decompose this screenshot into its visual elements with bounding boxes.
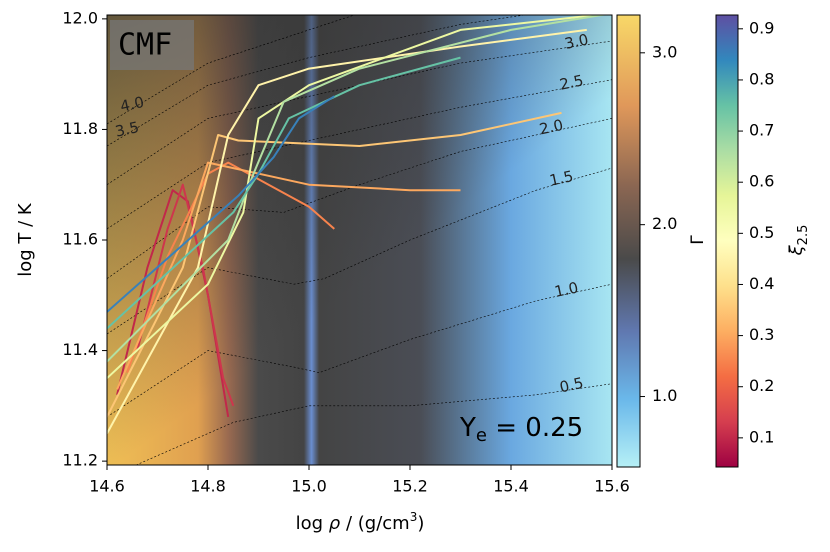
xi-label-part: ξ [786, 244, 807, 256]
contour-label: 1.0 [553, 278, 580, 301]
x-tick-label: 15.4 [493, 477, 529, 496]
label-box [110, 20, 194, 70]
x-tick-label: 15.6 [594, 477, 630, 496]
colorbar-tick-label: 0.7 [749, 121, 774, 140]
colorbar-tick-label: 0.3 [749, 325, 774, 344]
contour-line [107, 40, 612, 185]
x-label-part: log [296, 513, 329, 534]
contour-line [135, 383, 612, 465]
trajectory [107, 111, 562, 418]
x-axis-label: log ρ / (g/cm3) [296, 510, 425, 535]
trajectory [107, 95, 335, 313]
contour-label: 1.5 [548, 167, 575, 190]
x-tick-label: 15.2 [392, 477, 428, 496]
contour-line [107, 283, 612, 418]
trajectory [116, 161, 461, 390]
xi-colorbar [715, 14, 739, 468]
x-tick-label: 14.6 [89, 477, 125, 496]
colorbar-tick-label: 2.0 [652, 214, 677, 233]
contour-line [107, 79, 612, 230]
x-label-part: 3 [410, 510, 418, 524]
y-tick-label: 11.4 [62, 340, 98, 359]
colorbar-tick-label: 0.4 [749, 274, 774, 293]
x-tick-label: 14.8 [190, 477, 226, 496]
annotation-sub: e [476, 425, 487, 446]
trajectory [107, 28, 587, 434]
contour-label: 2.0 [538, 116, 565, 139]
x-label-part: ) [417, 513, 424, 534]
xi-label-part: 2.5 [796, 225, 811, 246]
colorbar-tick-label: 0.6 [749, 172, 774, 191]
contour-line [107, 167, 612, 335]
contour-line [107, 118, 612, 279]
contour-label: 3.5 [114, 118, 141, 141]
y-tick-label: 12.0 [62, 8, 98, 27]
y-axis-label: log T / K [15, 202, 36, 277]
colorbar-tick-label: 0.1 [749, 427, 774, 446]
box-label: CMF [118, 28, 172, 63]
trajectory [107, 15, 606, 379]
x-label-part: ρ [329, 513, 341, 534]
x-label-part: / (g/cm [340, 513, 409, 534]
annotation-text: Y [459, 413, 476, 443]
colorbar-tick-label: 0.8 [749, 69, 774, 88]
contour-label: 3.0 [563, 30, 590, 53]
annotation-text: = 0.25 [487, 413, 583, 443]
contour-label: 4.0 [119, 93, 146, 116]
trajectory [107, 56, 461, 330]
contour-label: 2.5 [558, 71, 585, 94]
xi-colorbar-label: ξ2.5 [786, 225, 811, 257]
colorbar-tick-label: 3.0 [652, 42, 677, 61]
trajectory [126, 161, 335, 374]
colorbar-tick-label: 0.9 [749, 18, 774, 37]
gamma-colorbar [616, 14, 641, 468]
colorbar-tick-label: 0.5 [749, 223, 774, 242]
colorbar-tick-label: 1.0 [652, 386, 677, 405]
plot-area [107, 15, 612, 465]
y-tick-label: 11.8 [62, 119, 98, 138]
x-tick-label: 15.0 [291, 477, 327, 496]
gamma-colorbar-label: Γ [688, 235, 708, 245]
colorbar-tick-label: 0.2 [749, 376, 774, 395]
contour-label: 0.5 [558, 374, 585, 397]
y-tick-label: 11.6 [62, 230, 98, 249]
annotation: Ye = 0.25 [459, 413, 583, 447]
trajectory [107, 15, 608, 363]
y-tick-label: 11.2 [62, 451, 98, 470]
